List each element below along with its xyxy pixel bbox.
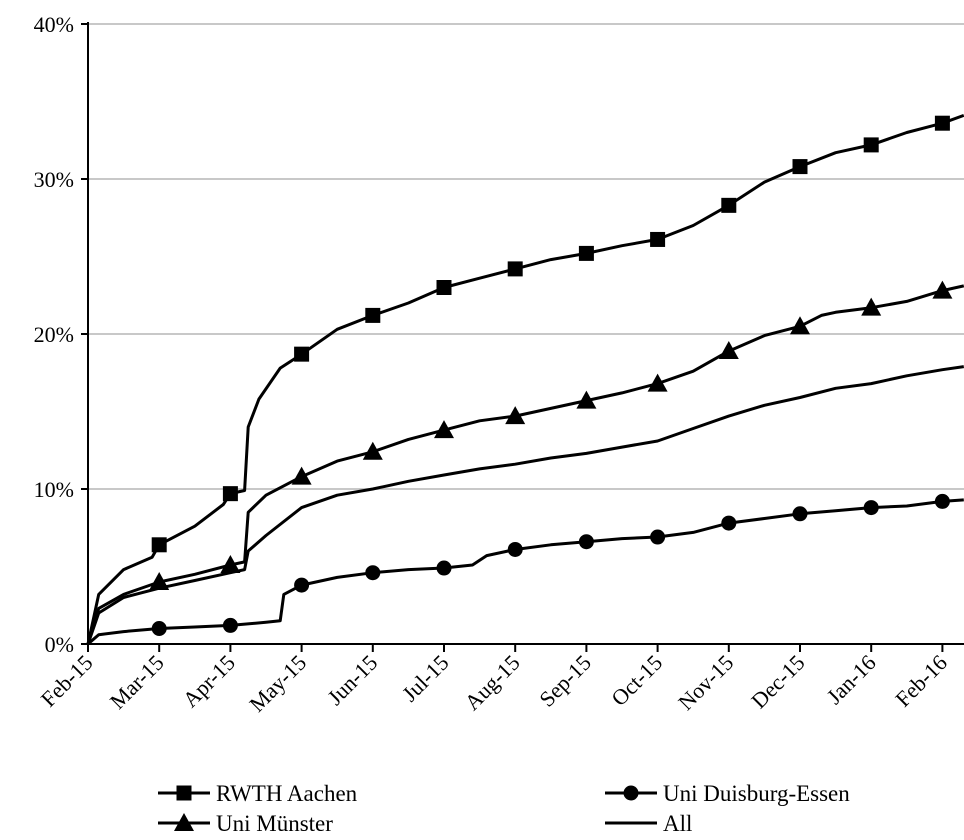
data-point — [932, 280, 953, 299]
x-tick-label: Apr-15 — [178, 650, 240, 712]
legend-label: All — [663, 811, 692, 835]
data-point — [151, 537, 167, 553]
data-point — [505, 406, 526, 425]
series-line — [86, 365, 964, 645]
data-point — [222, 486, 238, 502]
data-point — [576, 390, 597, 409]
data-point — [365, 565, 381, 581]
legend-marker — [623, 785, 639, 801]
y-tick-label: 20% — [34, 322, 74, 347]
y-tick-label: 40% — [34, 12, 74, 37]
x-tick-label: Dec-15 — [746, 650, 809, 713]
legend-label: Uni Münster — [216, 811, 333, 835]
data-point — [220, 554, 241, 573]
gridlines — [88, 23, 964, 490]
x-tick-label: Sep-15 — [534, 650, 596, 712]
data-point — [790, 316, 810, 335]
data-point — [863, 500, 879, 516]
legend-item: All — [605, 811, 692, 836]
data-point — [718, 341, 739, 360]
data-point — [792, 159, 808, 175]
legend: RWTH Aachen Uni Duisburg-Essen Uni Münster… — [158, 781, 850, 836]
data-point — [294, 577, 310, 593]
legend-item: Uni Münster — [158, 811, 333, 836]
data-point — [434, 420, 454, 439]
data-point — [863, 137, 879, 153]
x-tick-label: Feb-16 — [890, 650, 952, 712]
legend-item: RWTH Aachen — [158, 781, 358, 806]
series-line — [86, 284, 964, 645]
x-tick-label: Aug-15 — [460, 650, 525, 715]
data-point — [291, 466, 312, 485]
data-point — [151, 621, 167, 636]
legend-label: Uni Duisburg-Essen — [663, 781, 850, 806]
data-point — [362, 441, 383, 460]
legend-marker — [174, 813, 194, 831]
data-point — [365, 307, 381, 323]
data-point — [578, 534, 594, 550]
data-point — [436, 280, 452, 295]
series-line — [87, 498, 964, 646]
x-tick-label: Oct-15 — [606, 650, 667, 711]
legend-label: RWTH Aachen — [216, 781, 358, 806]
series-markers — [149, 115, 953, 636]
axes — [81, 22, 964, 652]
data-point — [792, 506, 808, 522]
series-line — [86, 113, 964, 645]
data-point — [578, 245, 594, 261]
legend-marker — [176, 785, 192, 801]
y-tick-label: 10% — [34, 477, 74, 502]
data-point — [650, 529, 666, 545]
legend-item: Uni Duisburg-Essen — [605, 781, 850, 806]
data-point — [934, 493, 950, 509]
tick-labels: 0%10%20%30%40%Feb-15 Mar-15 Apr-15 May-15 Ju… — [34, 12, 952, 717]
data-point — [721, 197, 737, 213]
y-tick-label: 30% — [34, 167, 74, 192]
series-lines — [86, 113, 964, 646]
x-tick-label: Mar-15 — [105, 650, 169, 714]
x-tick-label: Jan-16 — [822, 650, 881, 709]
x-tick-label: Feb-15 — [36, 650, 98, 712]
x-tick-label: Jul-15 — [397, 650, 454, 707]
data-point — [436, 560, 452, 576]
data-point — [149, 572, 170, 590]
data-point — [294, 346, 310, 362]
data-point — [222, 617, 238, 633]
y-tick-label: 0% — [45, 632, 74, 657]
data-point — [934, 115, 950, 131]
data-point — [721, 515, 737, 531]
data-point — [647, 373, 668, 392]
x-tick-label: May-15 — [244, 650, 311, 717]
x-tick-label: Nov-15 — [673, 650, 738, 715]
data-point — [507, 541, 523, 557]
data-point — [861, 297, 882, 316]
x-tick-label: Jun-15 — [322, 650, 382, 710]
data-point — [507, 261, 523, 277]
data-point — [650, 231, 666, 247]
